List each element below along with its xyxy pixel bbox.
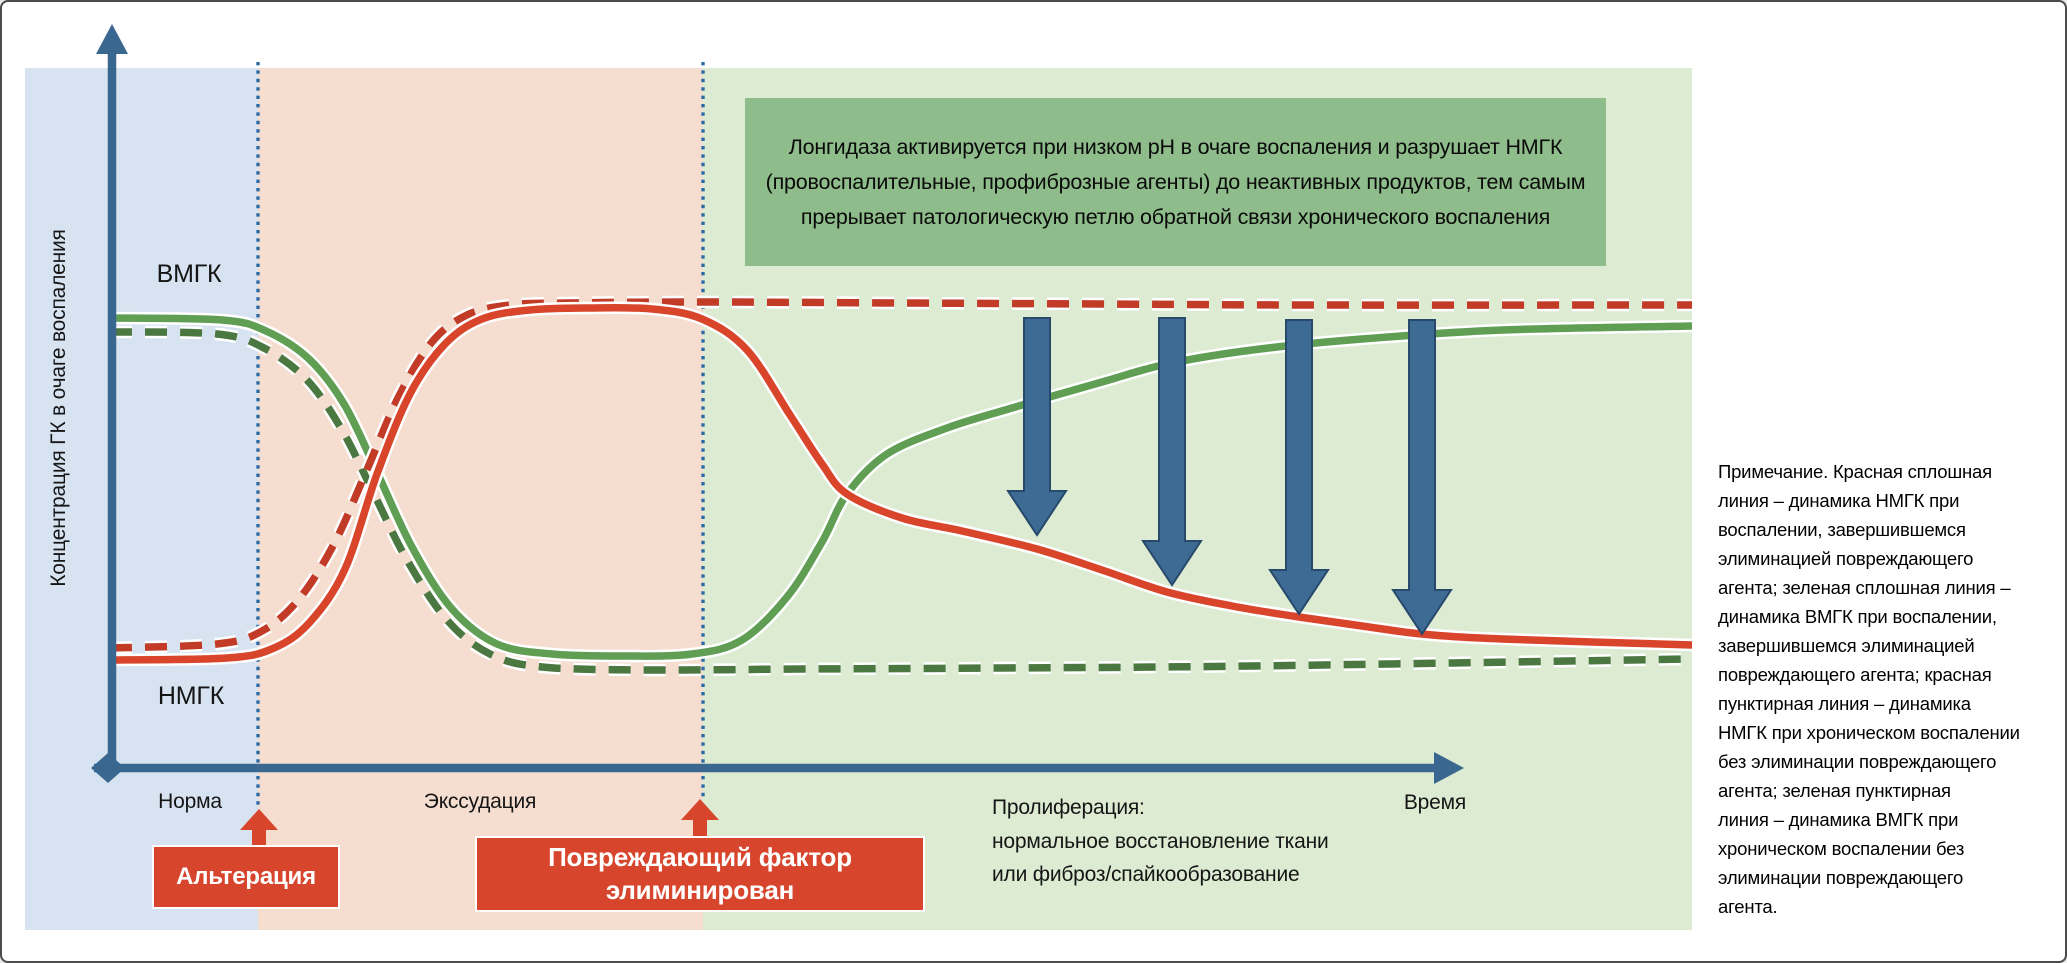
y-axis-label: Концентрация ГК в очаге воспаления [47, 229, 70, 587]
curve-2 [109, 314, 1693, 660]
longidaza-callout-box: Лонгидаза активируется при низком pH в о… [745, 98, 1606, 266]
phase-label-proliferation: Пролиферация: нормальное восстановление … [992, 796, 1329, 886]
curve-4 [109, 304, 1693, 664]
up-arrow-icon-1 [240, 809, 278, 847]
x-axis-arrowhead-icon [1434, 752, 1464, 784]
damaging-factor-callout-box: Повреждающий фактор элиминирован [475, 836, 925, 912]
curve-3 [109, 298, 1693, 652]
origin-diamond-icon [91, 753, 125, 783]
down-arrow-icon-3 [1268, 319, 1330, 616]
nmgk-curve-label: НМГК [157, 682, 225, 710]
up-arrow-icon-2 [681, 799, 719, 838]
vmgk-curve-label: ВМГК [156, 260, 222, 288]
phase-region-1 [25, 68, 258, 930]
down-arrow-icon-1 [1006, 317, 1068, 537]
down-arrow-icon-4 [1391, 319, 1453, 636]
curve-1 [109, 328, 1693, 674]
phase-region-2 [258, 68, 703, 930]
alteration-callout-box: Альтерация [152, 845, 340, 909]
phase-label-exsudation: Экссудация [423, 790, 537, 813]
y-axis-arrowhead-icon [96, 24, 128, 54]
down-arrow-icon-2 [1141, 317, 1203, 587]
legend-note: Примечание. Красная сплошная линия – дин… [1718, 461, 2020, 917]
x-axis-time-label: Время [1403, 791, 1466, 814]
phase-label-norma: Норма [158, 790, 222, 813]
